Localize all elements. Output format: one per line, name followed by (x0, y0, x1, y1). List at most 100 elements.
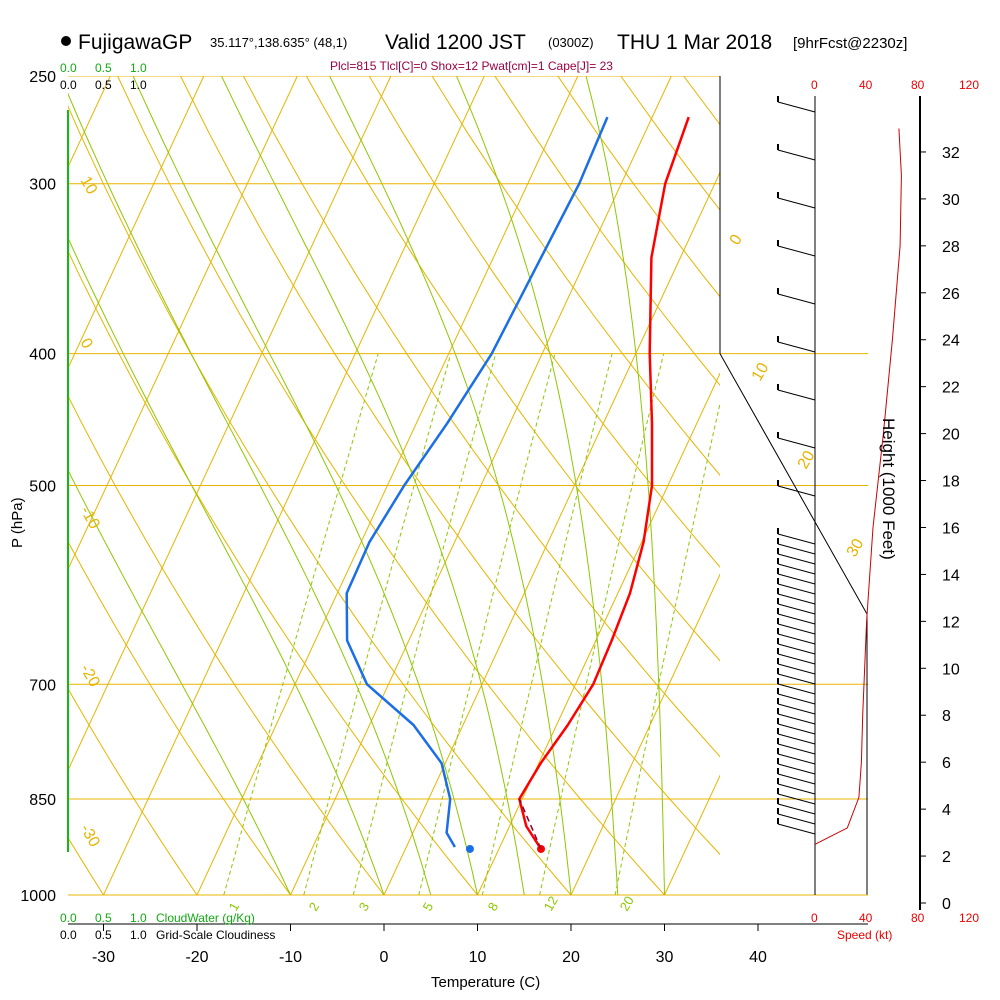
mixing-ratio-line (303, 353, 452, 895)
wind-barb (777, 603, 816, 615)
moist-adiabat-line (456, 76, 619, 895)
mixing-ratio-label: 5 (420, 900, 437, 914)
wind-barb (777, 783, 816, 795)
dry-adiabat-line (242, 76, 720, 758)
height-tick-label: 16 (942, 520, 960, 537)
x-tick-label: 0 (380, 949, 389, 966)
wind-barb (777, 573, 816, 585)
mixing-ratio-line (539, 353, 665, 895)
height-tick-label: 28 (942, 239, 960, 256)
height-tick-label: 12 (942, 614, 960, 631)
dry-adiabat-line (368, 76, 720, 568)
wind-barb (777, 823, 816, 835)
wind-barb (777, 533, 816, 545)
height-tick-label: 8 (942, 708, 951, 725)
speed-tick-top-1: 40 (859, 78, 873, 92)
y-tick-label: 300 (29, 177, 56, 194)
mixing-ratio-label: 12 (541, 893, 561, 913)
dewpoint-profile-line (345, 116, 609, 848)
wind-barb (777, 653, 816, 665)
wind-barb (777, 437, 816, 449)
wind-barb (777, 643, 816, 655)
cloudiness-tick-top-0: 0.0 (60, 78, 77, 92)
dry-adiabat-line (68, 249, 478, 895)
wind-speed-line (814, 128, 902, 845)
cloudiness-tick-top-1: 0.5 (95, 78, 112, 92)
isotherm-line (0, 76, 17, 895)
y-tick-label: 850 (29, 792, 56, 809)
moist-adiabat-line (68, 469, 291, 895)
wind-barb (777, 553, 816, 565)
y-tick-label: 500 (29, 479, 56, 496)
height-tick-label: 2 (942, 849, 951, 866)
height-tick-label: 30 (942, 192, 960, 209)
wind-barb (777, 149, 816, 161)
height-tick-label: 24 (942, 333, 960, 350)
valid-zulu: (0300Z) (548, 35, 594, 50)
moist-adiabat-line (585, 76, 665, 895)
mixing-ratio-line (352, 353, 497, 895)
forecast-label: [9hrFcst@2230z] (793, 35, 907, 52)
cloudiness-legend-label: Grid-Scale Cloudiness (156, 928, 275, 942)
station-name: FujigawaGP (78, 31, 192, 54)
x-tick-label: 30 (656, 949, 674, 966)
moist-adiabat-line (329, 76, 572, 895)
isotherm-label: 20 (795, 448, 819, 472)
cloudiness-tick-top-2: 1.0 (130, 78, 147, 92)
isotherm-line (68, 76, 205, 370)
mixing-ratio-label: 8 (485, 900, 502, 914)
wind-barb (777, 583, 816, 595)
height-tick-label: 26 (942, 286, 960, 303)
x-tick-label: -10 (279, 949, 302, 966)
wind-barb (777, 293, 816, 305)
cloudwater-legend-label: CloudWater (g/Kg) (156, 911, 255, 925)
speed-tick-bottom-3: 120 (959, 911, 979, 925)
height-tick-label: 32 (942, 145, 960, 162)
dry-adiabat-line (68, 687, 198, 895)
cloudiness-tick-bottom-2: 1.0 (130, 928, 147, 942)
dry-adiabat-line (305, 76, 720, 662)
mixing-ratio-label: 20 (617, 893, 637, 913)
isotherm-label: -30 (77, 822, 103, 851)
valid-time: Valid 1200 JST (385, 31, 526, 54)
speed-tick-top-0: 0 (811, 78, 818, 92)
wind-barb (777, 813, 816, 825)
dry-adiabat-line (0, 76, 10, 895)
speed-tick-bottom-2: 80 (911, 911, 925, 925)
isotherm-label: 0 (727, 232, 746, 248)
cloudwater-tick-bottom-2: 1.0 (130, 911, 147, 925)
height-tick-label: 14 (942, 567, 960, 584)
temperature-profile-line (518, 116, 690, 850)
cloudwater-tick-bottom-0: 0.0 (60, 911, 77, 925)
wind-barb (777, 197, 816, 209)
isotherm-label: 10 (77, 174, 101, 198)
moist-adiabat-line (68, 236, 385, 895)
station-coords: 35.117°,138.635° (48,1) (210, 35, 347, 50)
x-tick-label: -20 (185, 949, 208, 966)
cloudiness-tick-bottom-1: 0.5 (95, 928, 112, 942)
height-tick-label: 10 (942, 661, 960, 678)
cloudwater-tick-top-2: 1.0 (130, 61, 147, 75)
wind-barb (777, 713, 816, 725)
y-tick-label: 250 (29, 69, 56, 86)
wind-barb (777, 663, 816, 675)
isotherm-label: -20 (77, 662, 103, 691)
wind-barb (777, 341, 816, 353)
x-tick-label: 40 (749, 949, 767, 966)
dry-adiabat-line (68, 394, 385, 895)
wind-barb (777, 803, 816, 815)
wind-barb (777, 593, 816, 605)
isotherm-label: 0 (77, 336, 96, 352)
surface-dewpoint-dot (465, 844, 474, 853)
wind-barb (777, 101, 816, 113)
wind-barb (777, 723, 816, 735)
x-tick-label: 20 (562, 949, 580, 966)
wind-barb (777, 703, 816, 715)
valid-date: THU 1 Mar 2018 (617, 31, 772, 54)
height-tick-label: 6 (942, 755, 951, 772)
wind-barb (777, 753, 816, 765)
mixing-ratio-line (223, 353, 379, 895)
wind-barb (777, 613, 816, 625)
dry-adiabat-line (180, 76, 720, 856)
